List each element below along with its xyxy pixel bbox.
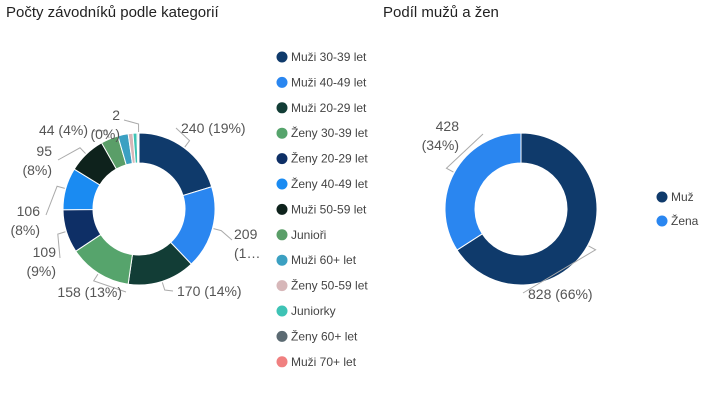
- slice-zena[interactable]: [444, 132, 522, 251]
- data-label: 2: [112, 107, 120, 123]
- data-label: (8%): [10, 222, 40, 238]
- leader-line: [92, 273, 127, 293]
- legend-item-muzi-50-59-let[interactable]: Muži 50-59 let: [276, 202, 368, 216]
- legend-item-muzi-60-let[interactable]: Muži 60+ let: [276, 253, 357, 267]
- legend-swatch: [276, 254, 288, 266]
- donut-chart-gender: 828 (66%) 428 (34%) Muž Žena: [422, 118, 699, 302]
- data-label: (34%): [422, 137, 459, 153]
- legend-label: Muži 50-59 let: [291, 202, 367, 216]
- legend-label: Muž: [671, 190, 694, 204]
- data-label: 95: [36, 143, 52, 159]
- legend-label: Ženy 30-39 let: [291, 125, 368, 140]
- leader-line: [175, 127, 191, 148]
- leader-line: [91, 130, 110, 139]
- leader-line: [445, 133, 484, 173]
- legend-label: Muži 30-39 let: [291, 50, 367, 64]
- legend-item-zeny-50-59-let[interactable]: Ženy 50-59 let: [276, 278, 369, 293]
- legend-item-zeny-60-let[interactable]: Ženy 60+ let: [276, 328, 359, 343]
- legend-label: Muži 70+ let: [291, 355, 357, 369]
- legend-swatch: [276, 127, 288, 139]
- data-label: 106: [17, 203, 41, 219]
- legend-label: Ženy 60+ let: [291, 328, 358, 343]
- legend-item-muz[interactable]: Muž: [656, 190, 694, 204]
- donut-chart-categories: 240 (19%) 209 (1… 170 (14%) 158 (13%) 109 (9%)…: [10, 50, 369, 369]
- chart-title: Podíl mužů a žen: [383, 4, 499, 21]
- data-label: (9%): [26, 263, 56, 279]
- chart-gender: Podíl mužů a žen 828 (66%) 428 (34%) Muž Žen…: [375, 0, 709, 405]
- data-label: 828 (66%): [528, 286, 593, 302]
- legend-swatch: [276, 178, 288, 190]
- chart-title: Počty závodníků podle kategorií: [6, 4, 219, 21]
- leader-line: [123, 119, 140, 133]
- legend-swatch: [276, 102, 288, 114]
- data-label: 428: [436, 118, 460, 134]
- legend-item-zena[interactable]: Žena: [656, 213, 699, 228]
- data-label: (1…: [234, 245, 260, 261]
- legend-item-muzi-40-49-let[interactable]: Muži 40-49 let: [276, 75, 368, 89]
- chart-categories: Počty závodníků podle kategorií 240 (19%…: [6, 4, 369, 369]
- leader-line: [45, 185, 65, 216]
- legend-swatch: [276, 330, 288, 342]
- data-label: (0%): [90, 126, 120, 142]
- legend-swatch: [276, 356, 288, 368]
- legend-label: Ženy 50-59 let: [291, 278, 368, 293]
- legend-swatch: [276, 51, 288, 63]
- slice-muzi-70-let[interactable]: [137, 132, 140, 164]
- data-label: (8%): [22, 162, 52, 178]
- legend-item-zeny-30-39-let[interactable]: Ženy 30-39 let: [276, 125, 369, 140]
- legend-item-juniori[interactable]: Junioři: [276, 228, 327, 242]
- legend-swatch: [276, 153, 288, 165]
- legend-swatch: [276, 203, 288, 215]
- data-label: 240 (19%): [181, 120, 246, 136]
- data-label: 158 (13%): [57, 284, 122, 300]
- legend-label: Muži 60+ let: [291, 253, 357, 267]
- leader-line: [57, 231, 66, 259]
- data-label: 209: [234, 226, 258, 242]
- data-label: 170 (14%): [177, 283, 242, 299]
- legend-label: Ženy 40-49 let: [291, 176, 368, 191]
- legend-swatch: [276, 280, 288, 292]
- legend-label: Ženy 20-29 let: [291, 151, 368, 166]
- legend-swatch: [276, 229, 288, 241]
- legend-swatch: [276, 305, 288, 317]
- legend-label: Junioři: [291, 228, 326, 242]
- legend-swatch: [656, 215, 668, 227]
- legend-swatch: [276, 76, 288, 88]
- legend-item-muzi-70-let[interactable]: Muži 70+ let: [276, 355, 357, 369]
- leader-line: [57, 147, 86, 161]
- slice-muz[interactable]: [456, 132, 598, 286]
- legend-label: Juniorky: [291, 304, 336, 318]
- legend-label: Muži 20-29 let: [291, 101, 367, 115]
- legend-label: Muži 40-49 let: [291, 75, 367, 89]
- leader-line: [213, 228, 233, 241]
- data-label: 109: [33, 244, 57, 260]
- legend-item-muzi-20-29-let[interactable]: Muži 20-29 let: [276, 101, 368, 115]
- legend-item-zeny-20-29-let[interactable]: Ženy 20-29 let: [276, 151, 369, 166]
- slice-muzi-30-39-let[interactable]: [138, 132, 213, 197]
- legend-item-muzi-30-39-let[interactable]: Muži 30-39 let: [276, 50, 368, 64]
- legend-swatch: [656, 191, 668, 203]
- leader-line: [522, 245, 597, 294]
- legend-label: Žena: [671, 213, 699, 228]
- leader-line: [161, 282, 174, 292]
- legend-item-zeny-40-49-let[interactable]: Ženy 40-49 let: [276, 176, 369, 191]
- data-label: 44 (4%): [39, 122, 88, 138]
- legend-item-juniorky[interactable]: Juniorky: [276, 304, 336, 318]
